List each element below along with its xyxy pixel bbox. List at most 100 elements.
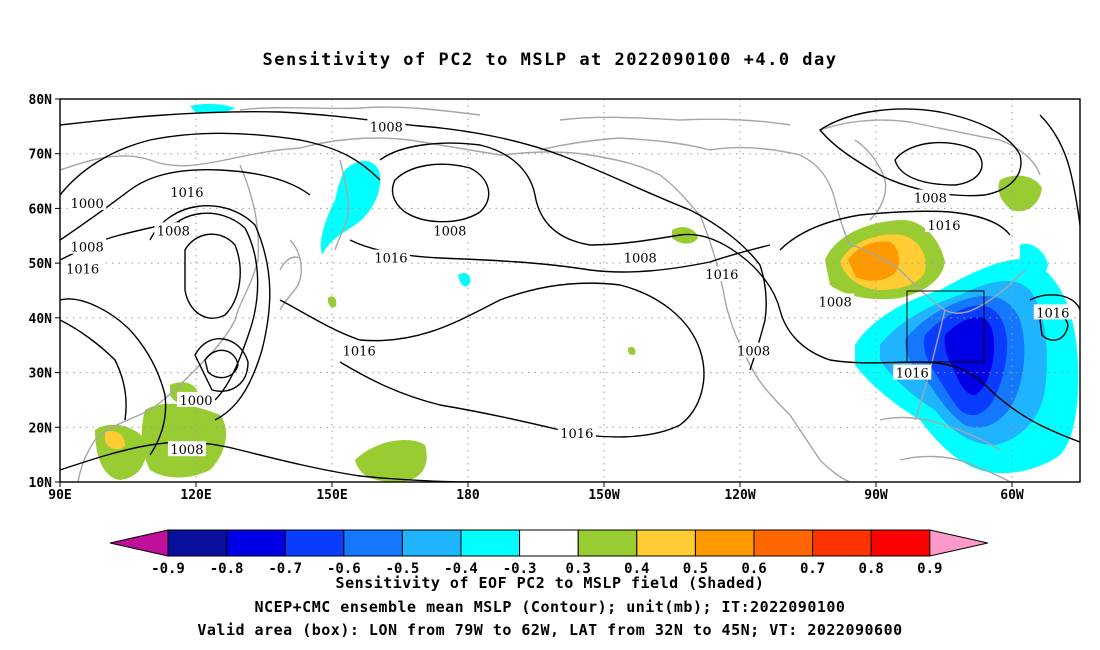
colorbar-swatch xyxy=(694,529,755,557)
contour-label: 1016 xyxy=(557,424,596,442)
map-frame xyxy=(59,98,1081,483)
svg-text:1016: 1016 xyxy=(1036,306,1069,321)
colorbar: -0.9 -0.8 -0.7 -0.6 -0.5 -0.4 -0.3 0.3 0.4 0.5 0.6… xyxy=(109,529,988,577)
positive-region-green-7 xyxy=(672,227,698,244)
svg-text:1008: 1008 xyxy=(370,120,403,135)
svg-text:1016: 1016 xyxy=(343,345,376,360)
colorbar-swatch xyxy=(226,529,286,557)
negative-region-small-1 xyxy=(458,272,471,287)
lon-label: 120E xyxy=(180,488,211,503)
contour-labels: 1008 1016 1000 1008 1008 1016 1008 1016 1008 1016… xyxy=(63,118,1072,458)
svg-text:1000: 1000 xyxy=(71,197,104,212)
svg-text:1016: 1016 xyxy=(705,268,738,283)
svg-text:1008: 1008 xyxy=(170,443,203,458)
svg-text:1016: 1016 xyxy=(896,367,929,382)
colorbar-swatch xyxy=(460,529,521,557)
svg-text:1016: 1016 xyxy=(927,219,960,234)
lon-label: 60W xyxy=(1000,488,1024,503)
contour-label: 1016 xyxy=(340,342,379,360)
caption-contour: NCEP+CMC ensemble mean MSLP (Contour); u… xyxy=(254,598,846,616)
contour-label: 1008 xyxy=(430,222,469,239)
colorbar-swatch xyxy=(401,529,462,557)
colorbar-label: -0.6 xyxy=(327,561,361,577)
contour-label: 1000 xyxy=(177,391,215,409)
positive-region-green-9 xyxy=(627,346,636,356)
svg-text:1008: 1008 xyxy=(433,224,466,239)
colorbar-swatch xyxy=(753,529,814,557)
positive-region-green-6 xyxy=(355,440,427,482)
svg-text:1008: 1008 xyxy=(737,345,770,360)
colorbar-label: 0.6 xyxy=(741,561,766,577)
colorbar-label: -0.5 xyxy=(386,561,420,577)
contour-label: 1016 xyxy=(893,364,932,382)
colorbar-swatch xyxy=(577,529,638,557)
lat-label: 30N xyxy=(29,367,53,382)
contour-label: 1000 xyxy=(68,194,107,212)
svg-text:1008: 1008 xyxy=(914,191,947,206)
lat-label: 60N xyxy=(29,202,53,217)
colorbar-min-triangle xyxy=(109,529,169,557)
colorbar-swatch xyxy=(870,529,931,557)
colorbar-swatch xyxy=(636,529,696,557)
lon-label: 180 xyxy=(456,488,480,503)
colorbar-label: 0.5 xyxy=(683,561,708,577)
shaded-regions xyxy=(95,103,1079,482)
svg-text:1016: 1016 xyxy=(170,186,203,201)
valid-area-box xyxy=(906,290,985,363)
contour-label: 1016 xyxy=(371,249,410,267)
contour-label: 1016 xyxy=(63,260,102,278)
svg-text:1008: 1008 xyxy=(71,241,104,256)
colorbar-label: -0.7 xyxy=(268,561,302,577)
contour-label: 1008 xyxy=(911,189,950,206)
lat-label: 10N xyxy=(29,476,53,491)
colorbar-label: -0.9 xyxy=(151,561,185,577)
colorbar-swatch xyxy=(167,529,228,557)
lon-label: 150E xyxy=(316,488,347,503)
lon-label: 90W xyxy=(864,488,888,503)
lat-label: 70N xyxy=(29,148,53,163)
contour-label: 1008 xyxy=(167,441,206,458)
svg-text:1016: 1016 xyxy=(560,427,593,442)
contour-label: 1008 xyxy=(68,238,107,256)
contour-label: 1016 xyxy=(1033,304,1072,321)
lat-label: 40N xyxy=(29,312,53,327)
colorbar-label: 0.3 xyxy=(566,561,591,577)
lon-label: 150W xyxy=(588,488,619,503)
colorbar-label: -0.3 xyxy=(503,561,537,577)
colorbar-label: -0.4 xyxy=(444,561,478,577)
svg-text:1016: 1016 xyxy=(66,263,99,278)
lon-label: 90E xyxy=(48,488,71,503)
lon-label: 120W xyxy=(724,488,755,503)
lat-label: 50N xyxy=(29,257,53,272)
contour-label: 1008 xyxy=(621,249,660,267)
colorbar-label: 0.4 xyxy=(624,561,649,577)
colorbar-swatch xyxy=(519,529,579,557)
contour-label: 1008 xyxy=(367,118,406,135)
colorbar-label: 0.8 xyxy=(859,561,884,577)
svg-text:1008: 1008 xyxy=(157,224,190,239)
negative-region-dark xyxy=(944,317,995,396)
svg-text:1008: 1008 xyxy=(624,252,657,267)
colorbar-swatch xyxy=(812,529,872,557)
positive-region-green-4 xyxy=(141,403,227,478)
colorbar-label: 0.7 xyxy=(800,561,825,577)
longitude-labels: 90E 120E 150E 180 150W 120W 90W 60W xyxy=(48,482,1024,503)
negative-region-cyan-2 xyxy=(1020,243,1048,281)
colorbar-label: 0.9 xyxy=(917,561,942,577)
contour-label: 1008 xyxy=(816,293,855,310)
contour-label: 1016 xyxy=(925,216,963,234)
colorbar-label: -0.8 xyxy=(210,561,244,577)
contour-label: 1016 xyxy=(702,266,741,283)
caption-shading: Sensitivity of EOF PC2 to MSLP field (Sh… xyxy=(335,574,765,592)
contour-label: 1008 xyxy=(154,222,193,239)
latitude-labels: 80N 70N 60N 50N 40N 30N 20N 10N xyxy=(29,93,60,491)
positive-region-orange xyxy=(848,241,900,281)
lat-label: 80N xyxy=(29,93,53,108)
contour-label: 1008 xyxy=(734,342,773,360)
lat-lon-grid xyxy=(60,99,1080,482)
positive-region-yellow-2 xyxy=(105,430,125,450)
lat-label: 20N xyxy=(29,421,53,436)
negative-region-siberia xyxy=(320,160,381,255)
svg-text:1000: 1000 xyxy=(179,394,212,409)
